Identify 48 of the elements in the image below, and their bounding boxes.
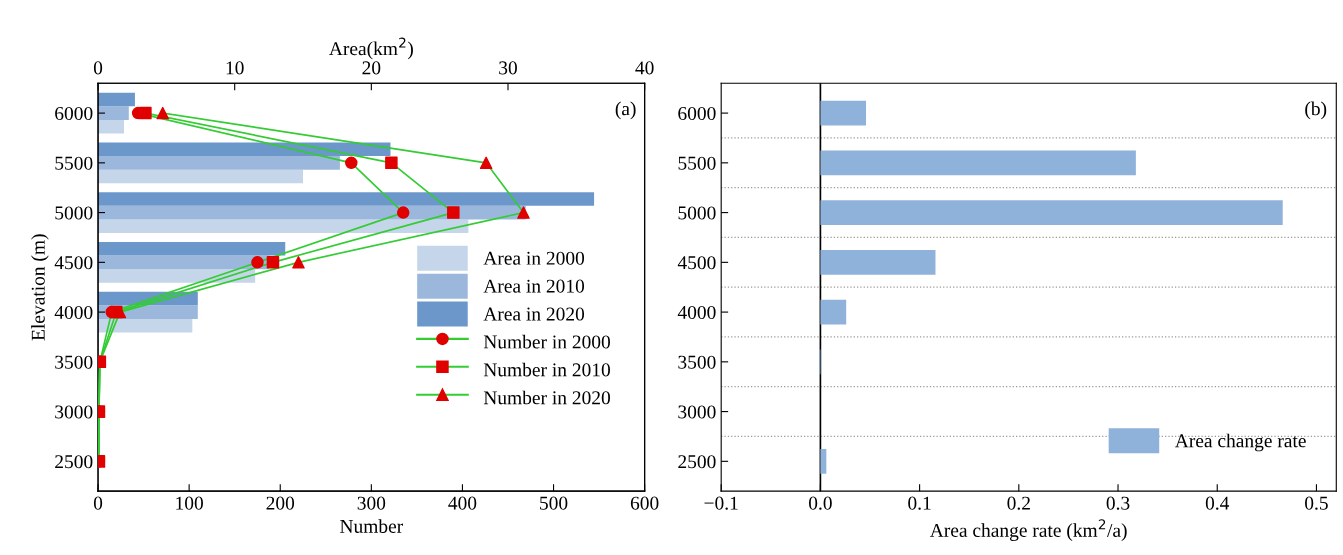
y-tick-label: 2500 (55, 455, 93, 469)
legend-label: Area in 2010 (483, 279, 585, 293)
y-tick-label: 5500 (678, 156, 716, 170)
y-tick-label: 3500 (55, 355, 93, 369)
y-tick-label: 5000 (678, 206, 716, 220)
y-tick-label: 3000 (55, 405, 93, 419)
y-tick-label: 3500 (678, 355, 716, 369)
x-tick-label: 0.4 (1205, 496, 1230, 510)
x-tick-label: 0.5 (1305, 496, 1328, 510)
legend-label: Number in 2000 (483, 334, 610, 349)
x2-tick-label: 10 (226, 61, 244, 75)
annotation: (b) (1305, 101, 1327, 120)
x-tick-label: 0 (93, 496, 103, 510)
legend-label: Area in 2020 (483, 307, 585, 321)
x2-axis-title: Area(km$^{2}$) (329, 37, 413, 60)
y-tick-label: 4000 (54, 305, 93, 320)
x2-tick-label: 40 (635, 61, 654, 75)
x2-tick-label: 0 (93, 61, 103, 75)
x-tick-label: 0.3 (1106, 496, 1130, 510)
x2-tick-label: 20 (362, 61, 381, 75)
y-tick-label: 3000 (678, 405, 716, 419)
y-tick-label: 4500 (677, 256, 716, 270)
annotation: (a) (615, 101, 636, 120)
x-axis-title: Number (340, 519, 404, 533)
x2-tick-label: 30 (499, 61, 517, 75)
x-tick-label: 200 (266, 496, 295, 510)
y-tick-label: 6000 (55, 106, 93, 121)
y-tick-label: 4000 (677, 305, 716, 320)
legend-label: Number in 2020 (483, 390, 610, 405)
x-tick-label: 500 (540, 496, 568, 510)
legend-label: Area change rate (1174, 433, 1306, 452)
y-tick-label: 2500 (678, 455, 716, 469)
x-tick-label: 0.2 (1007, 496, 1030, 510)
y-axis-title: Elevation (m) (31, 234, 49, 341)
x-tick-label: 0.1 (908, 496, 931, 510)
y-tick-label: 5000 (55, 206, 93, 220)
y-tick-label: 5500 (55, 156, 93, 170)
x-tick-label: 400 (448, 496, 477, 510)
x-tick-label: 0.0 (808, 496, 832, 510)
x-tick-label: 600 (630, 496, 659, 510)
x-tick-label: −0.1 (704, 496, 738, 510)
x-axis-title: Area change rate (km$^{2}$/a) (929, 519, 1127, 541)
legend-label: Number in 2010 (483, 362, 610, 377)
y-tick-label: 4500 (54, 256, 93, 270)
y-tick-label: 6000 (678, 106, 716, 121)
legend-label: Area in 2000 (483, 251, 585, 265)
x-tick-label: 300 (357, 496, 386, 510)
x-tick-label: 100 (176, 496, 203, 510)
